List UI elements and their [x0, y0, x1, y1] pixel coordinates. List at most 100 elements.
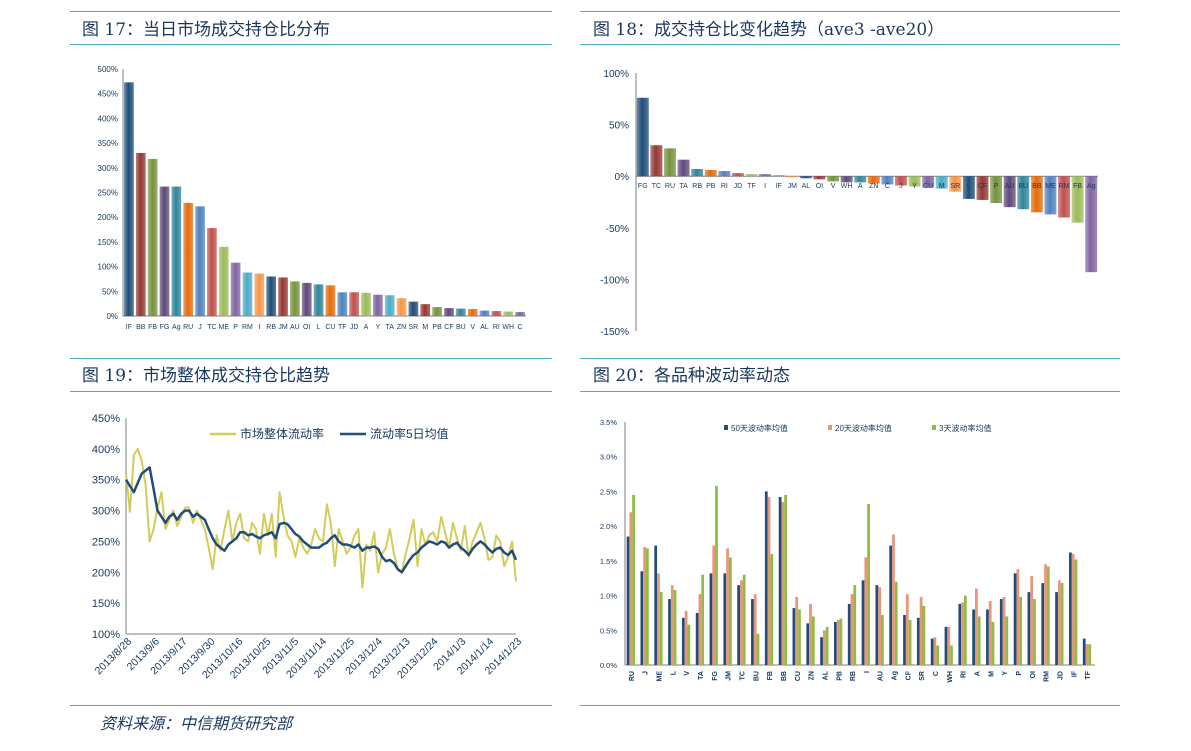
fig20-bar-2 — [795, 596, 799, 665]
fig17-x-tick: J — [198, 324, 202, 331]
fig17-y-tick: 0% — [106, 312, 118, 321]
fig20-legend-label: 3天波动率均值 — [939, 423, 991, 433]
fig17-bar — [408, 301, 419, 316]
fig20-bar-2 — [1085, 644, 1089, 665]
fig20-x-tick: TF — [1085, 670, 1092, 679]
fig17-x-tick: AU — [290, 324, 300, 331]
fig20-y-tick: 0.0% — [600, 661, 617, 670]
fig20-x-tick: JD — [1057, 671, 1064, 680]
fig20-bar-1 — [792, 608, 796, 665]
fig18-bar — [881, 176, 894, 185]
fig20-title: 图 20：各品种波动率动态 — [593, 366, 791, 386]
fig17-y-tick: 100% — [98, 263, 118, 272]
fig20-x-tick: FB — [767, 671, 774, 680]
fig17-bar — [254, 273, 265, 316]
fig17-bar — [361, 292, 371, 316]
fig20-x-tick: L — [670, 670, 677, 675]
fig17-title: 图 17：当日市场成交持仓比分布 — [82, 20, 331, 40]
fig20-bar-1 — [1013, 573, 1017, 665]
fig20-bar-1 — [972, 609, 976, 665]
fig20-bar-2 — [657, 573, 660, 665]
fig20-x-tick: PB — [836, 671, 843, 681]
fig17-bar — [230, 262, 241, 316]
fig17-x-tick: RI — [493, 324, 500, 331]
fig18-x-tick: TC — [652, 183, 661, 190]
fig20-y-tick: 1.0% — [600, 592, 617, 601]
fig18-x-tick: RI — [721, 183, 728, 190]
fig17-bar — [301, 282, 312, 316]
rule-fig20-title — [580, 391, 1120, 392]
fig17-y-tick: 400% — [98, 114, 118, 123]
fig20-bar-2 — [988, 601, 992, 665]
fig20-bar-3 — [659, 592, 663, 665]
fig18-x-tick: ME — [1045, 183, 1056, 190]
fig20-bar-2 — [698, 594, 702, 665]
fig20-y-tick: 1.5% — [600, 557, 617, 566]
fig20-bar-1 — [737, 585, 741, 665]
fig18-bar — [1071, 176, 1084, 223]
fig20-y-tick: 2.0% — [600, 522, 617, 531]
fig20-x-tick: FG — [712, 670, 719, 680]
fig20-bar-1 — [903, 615, 906, 665]
fig18-x-tick: FG — [638, 183, 648, 190]
fig20-bar-3 — [1019, 596, 1023, 665]
fig20-x-tick: P — [1016, 671, 1023, 676]
fig19-x-tick: 2013/8/28 — [93, 636, 135, 678]
fig20-bar-3 — [728, 557, 732, 665]
fig17-x-tick: L — [317, 324, 321, 331]
fig17-y-tick: 150% — [98, 238, 118, 247]
fig18-x-tick: IF — [776, 183, 782, 190]
fig20-bar-1 — [1055, 592, 1058, 665]
fig20-x-tick: SR — [919, 671, 926, 681]
fig17-bar — [183, 202, 194, 316]
fig20-bar-2 — [905, 594, 909, 665]
rule-fig18-title — [580, 44, 1120, 45]
rule-fig17-title — [70, 44, 552, 45]
fig17-y-tick: 250% — [98, 189, 118, 198]
fig20-bar-3 — [1046, 566, 1050, 665]
fig17-x-tick: ME — [219, 324, 230, 331]
fig18-bar — [990, 176, 1003, 204]
fig19-y-tick: 150% — [92, 598, 120, 610]
fig18-x-tick: CF — [978, 183, 987, 190]
fig18-bar — [663, 148, 676, 177]
fig20-bar-3 — [922, 605, 926, 665]
fig20-bar-2 — [740, 580, 743, 665]
fig17-x-tick: JM — [278, 324, 288, 331]
fig20-bar-2 — [684, 610, 688, 665]
fig17-x-tick: I — [258, 324, 260, 331]
fig20-bar-1 — [668, 599, 671, 665]
fig19-legend-label: 市场整体流动率 — [240, 426, 324, 441]
fig20-bar-3 — [632, 494, 635, 665]
fig20-bar-2 — [892, 534, 895, 665]
fig17-bar — [396, 298, 407, 316]
fig20-bar-2 — [1044, 564, 1047, 665]
fig17-bar — [372, 294, 383, 316]
fig20-x-tick: RU — [629, 671, 636, 681]
fig20-bar-1 — [640, 571, 644, 665]
fig20-bar-2 — [864, 557, 868, 665]
fig20-x-tick: BB — [781, 671, 788, 681]
fig18-bar — [813, 176, 826, 180]
fig20-bar-1 — [889, 545, 893, 665]
fig20-bar-1 — [875, 585, 879, 665]
fig17-bar — [503, 311, 514, 316]
fig20-bar-2 — [670, 585, 674, 665]
fig17-bar — [290, 281, 300, 316]
fig17-x-tick: TF — [338, 324, 347, 331]
fig18-x-tick: ZN — [869, 183, 878, 190]
fig20-x-tick: AL — [822, 670, 829, 680]
fig19-series-line-2 — [124, 466, 518, 574]
fig20-y-tick: 2.5% — [600, 487, 617, 496]
fig20-x-tick: RM — [1044, 671, 1051, 682]
fig18-bar — [1003, 176, 1016, 208]
fig20-bar-2 — [1030, 576, 1034, 665]
fig18-x-tick: PB — [706, 183, 716, 190]
fig20-bar-3 — [839, 618, 843, 665]
fig20-bar-2 — [726, 548, 729, 665]
fig18-bar — [908, 176, 921, 187]
fig18-bar — [704, 170, 717, 177]
fig17-bar — [491, 311, 502, 316]
fig17-x-tick: FB — [148, 324, 157, 331]
fig17-bar — [479, 310, 490, 316]
